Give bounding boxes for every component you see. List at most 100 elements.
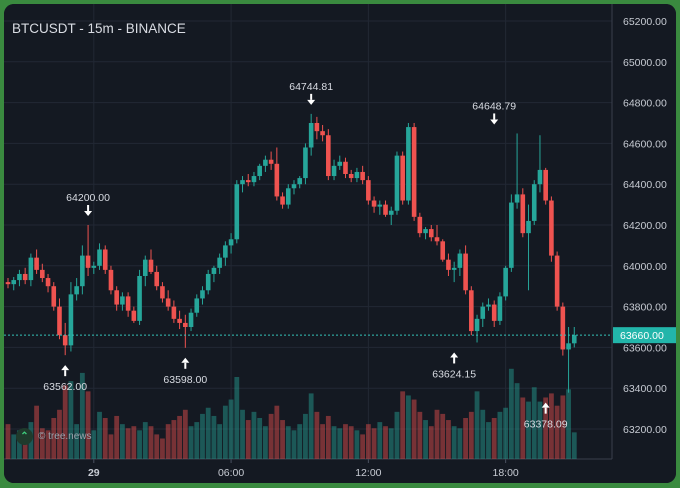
candle-body [142,259,148,276]
volume-bar [354,430,360,459]
volume-bar [57,409,62,459]
candle-body [486,304,491,307]
y-tick-label: 63200.00 [623,424,667,436]
volume-bar [245,420,251,459]
candle-body [68,294,74,346]
volume-bar [108,434,114,459]
volume-bar [39,428,45,459]
candle-body [366,180,371,201]
volume-bar [188,426,194,459]
volume-bar [503,407,509,459]
watermark-text: © tree.news [38,431,92,442]
y-tick-label: 63800.00 [623,302,667,314]
candle-body [469,290,474,332]
volume-bar [308,393,314,459]
volume-bar [102,418,108,459]
volume-bar [45,430,51,459]
arrow-stem [453,357,456,364]
price-annotation: 63598.00 [163,357,207,386]
volume-bar [251,411,257,459]
candle-body [165,298,171,307]
volume-bar [51,418,57,459]
volume-bar [388,428,394,459]
candle-body [560,306,566,350]
volume-bar [211,415,217,459]
volume-bar [85,391,91,459]
volume-bar [423,420,428,459]
price-annotation: 64744.81 [289,81,333,105]
candle-body [526,220,531,234]
candlestick-chart[interactable]: 65200.00 65000.00 64800.00 64600.00 64400.00… [4,4,676,483]
candle-body [280,196,285,205]
price-annotation: 63378.09 [524,402,568,431]
y-tick-label: 64200.00 [623,220,667,232]
candle-body [434,237,440,242]
arrow-down-icon [307,99,316,105]
candle-body [17,273,22,281]
annotation-label: 63378.09 [524,419,568,431]
volume-bar [177,415,182,459]
volume-bar [142,422,148,459]
volume-bar [566,389,571,459]
volume-bar [337,428,343,459]
candle-body [514,194,520,203]
candle-body [234,184,240,240]
candle-body [314,123,320,132]
candle-body [183,322,188,327]
candle-body [102,249,108,270]
chart-frame: 65200.00 65000.00 64800.00 64600.00 64400.00… [4,4,676,483]
volume-bar [222,405,228,459]
volume-bar [74,424,80,459]
volume-bar [520,397,526,459]
volume-bar [320,424,325,459]
candle-body [200,290,205,299]
volume-bar [182,409,188,459]
volume-bar [343,424,348,459]
arrow-down-icon [84,211,93,216]
candle-body [251,176,257,183]
candle-body [285,188,291,205]
candle-body [446,259,451,270]
candle-body [120,296,125,305]
volume-bar [240,409,245,459]
candle-body [423,229,428,234]
x-tick-label: 29 [88,467,100,479]
volume-bar [131,426,137,459]
candle-body [91,265,97,268]
candle-body [154,271,160,287]
candle-body [160,286,165,299]
x-tick-label: 18:00 [492,467,518,479]
volume-bar [154,434,160,459]
volume-bar [571,432,577,459]
candle-body [85,255,91,268]
arrow-up-icon [181,357,190,363]
price-annotation: 64200.00 [66,192,110,216]
arrow-stem [493,113,496,120]
volume-bar [17,430,22,459]
y-tick-label: 65200.00 [623,16,667,28]
candle-body [40,269,45,279]
arrow-stem [64,370,67,377]
volume-bar [531,387,537,459]
volume-bar [68,381,74,459]
candle-body [5,282,11,285]
candle-body [22,273,28,281]
volume-bar [560,395,566,459]
candle-body [291,184,297,189]
candle-body [417,216,423,234]
candle-body [554,255,560,307]
candle-body [411,127,417,217]
price-annotation: 64648.79 [472,100,516,125]
volume-bar [411,399,417,459]
volume-bar [417,411,423,459]
y-tick-label: 64000.00 [623,261,667,273]
candle-body [400,155,405,201]
volume-bar [268,413,274,459]
candle-body [343,161,348,174]
volume-bar [514,383,520,459]
volume-bar [165,424,171,459]
candle-body [480,306,486,319]
candle-body [217,257,222,268]
volume-bar [463,418,468,459]
volume-bar [331,426,337,459]
